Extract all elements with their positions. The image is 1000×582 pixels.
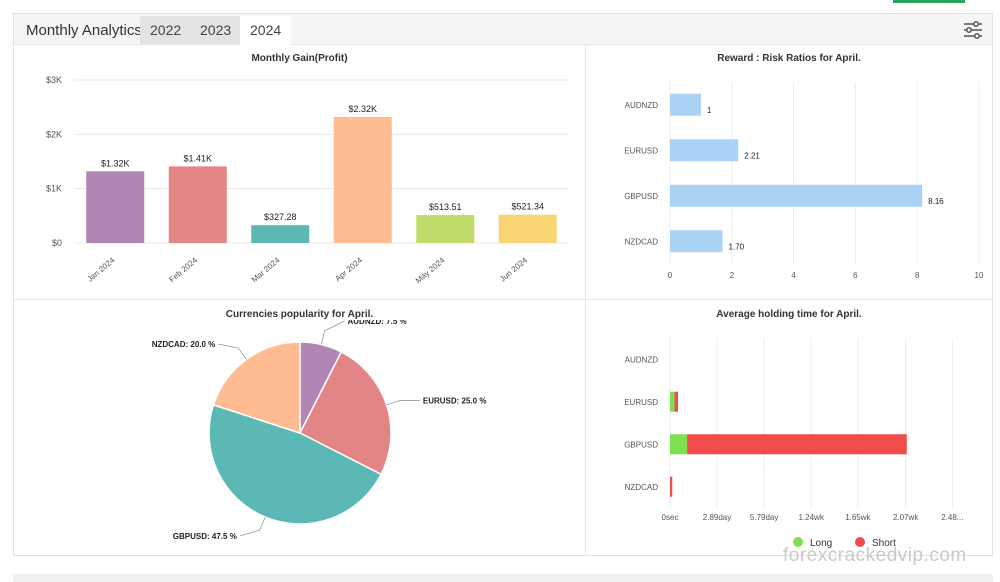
x-tick-label: 2: [730, 271, 735, 280]
bar-data-label: $513.51: [429, 202, 462, 212]
x-tick-label: May 2024: [414, 255, 447, 285]
stacked-bar-segment: [687, 434, 907, 455]
bar: [670, 93, 701, 116]
monthly-gain-title: Monthly Gain(Profit): [251, 53, 348, 64]
bar: [670, 184, 923, 207]
pie-slice: [212, 341, 301, 435]
reward-risk-title: Reward : Risk Ratios for April.: [717, 53, 861, 64]
panel-title: Monthly Analytics: [26, 22, 142, 39]
x-tick-label: 4: [791, 271, 796, 280]
bar: [168, 166, 227, 243]
y-tick-label: GBPUSD: [624, 192, 658, 201]
tab-2022[interactable]: 2022: [140, 16, 192, 45]
bar-data-label: 2.21: [744, 151, 760, 160]
pie-slice-label: AUDNZD: 7.5 %: [348, 320, 407, 326]
x-tick-label: Mar 2024: [250, 255, 282, 284]
x-tick-label: 6: [853, 271, 858, 280]
x-tick-label: 8: [915, 271, 920, 280]
stacked-bar-segment: [670, 476, 673, 497]
stacked-bar-segment: [674, 391, 678, 412]
legend-marker: [793, 537, 803, 547]
y-tick-label: AUDNZD: [625, 355, 659, 364]
bar-data-label: $2.32K: [348, 104, 377, 114]
x-tick-label: 1.65wk: [845, 513, 871, 522]
y-tick-label: EURUSD: [624, 398, 658, 407]
currency-popularity-title: Currencies popularity for April.: [225, 309, 374, 320]
x-tick-label: Jun 2024: [498, 255, 529, 283]
x-tick-label: 5.79day: [750, 513, 778, 522]
bar: [670, 139, 739, 162]
legend-marker: [855, 537, 865, 547]
legend-label: Short: [872, 538, 896, 549]
bottom-strip: [13, 574, 993, 582]
pie-slice: [208, 403, 383, 525]
x-tick-label: 10: [975, 271, 984, 280]
y-tick-label: NZDCAD: [625, 237, 659, 246]
tabs-bar: Monthly Analytics 2022 2023 2024: [14, 14, 992, 45]
pie-slice-label: GBPUSD: 47.5 %: [173, 532, 237, 541]
y-tick-label: $0: [52, 238, 62, 248]
bar: [498, 214, 557, 243]
currency-popularity-chart: AUDNZD: 7.5 % EURUSD: 25.0 % GBPUSD: 47.5 …: [152, 320, 487, 541]
pie-leader-line: [386, 400, 420, 406]
bar-data-label: $521.34: [511, 202, 544, 212]
x-tick-label: 0: [668, 271, 673, 280]
bar: [416, 215, 475, 243]
y-tick-label: NZDCAD: [625, 483, 659, 492]
vertical-divider: [585, 45, 586, 556]
sliders-icon[interactable]: [962, 19, 984, 41]
bar-data-label: 1.70: [729, 242, 745, 251]
analytics-panel: Monthly Analytics 2022 2023 2024 Monthly…: [13, 13, 993, 556]
bar: [251, 225, 310, 243]
pie-leader-line: [218, 343, 247, 360]
x-tick-label: 0sec: [662, 513, 679, 522]
holding-time-chart: 0sec 2.89day 5.79day 1.24wk 1.65wk 2.07wk 2.48…: [624, 338, 963, 549]
y-tick-label: EURUSD: [624, 146, 658, 155]
bar-data-label: 8.16: [928, 197, 944, 206]
bar-data-label: $327.28: [264, 212, 297, 222]
y-tick-label: $3K: [46, 75, 62, 85]
pie-leader-line: [320, 320, 345, 345]
y-tick-label: $1K: [46, 184, 62, 194]
bar: [86, 171, 145, 243]
pie-slice-label: NZDCAD: 20.0 %: [152, 340, 216, 349]
stacked-bar-segment: [670, 434, 688, 455]
bar: [333, 116, 392, 243]
bar-data-label: $1.41K: [183, 153, 212, 163]
legend-label: Long: [810, 538, 832, 549]
x-tick-label: Apr 2024: [333, 255, 364, 283]
x-tick-label: 1.24wk: [798, 513, 824, 522]
bar: [670, 230, 723, 253]
x-tick-label: 2.48...: [941, 513, 963, 522]
x-tick-label: 2.07wk: [893, 513, 919, 522]
x-tick-label: 2.89day: [703, 513, 731, 522]
x-tick-label: Feb 2024: [167, 255, 199, 284]
x-tick-label: Jan 2024: [86, 255, 117, 283]
monthly-gain-chart: $0 $1K $2K $3K $1.32K Jan 2024 $1.41K Feb 2024 $…: [46, 75, 569, 285]
pie-leader-line: [239, 516, 266, 537]
horizontal-divider: [14, 299, 992, 300]
y-tick-label: AUDNZD: [625, 101, 659, 110]
y-tick-label: $2K: [46, 129, 62, 139]
y-tick-label: GBPUSD: [624, 440, 658, 449]
watermark-text: forexcrackedvip.com: [783, 545, 967, 566]
holding-time-title: Average holding time for April.: [716, 309, 862, 320]
top-accent-bar: [893, 0, 965, 3]
bar-data-label: $1.32K: [101, 158, 130, 168]
stacked-bar-segment: [670, 391, 675, 412]
tab-2024[interactable]: 2024: [240, 16, 292, 45]
tab-2023[interactable]: 2023: [190, 16, 242, 45]
pie-slice-label: EURUSD: 25.0 %: [423, 397, 487, 406]
reward-risk-chart: 0 2 4 6 8 10 AUDNZD 1 EURUSD 2.21 GBPUSD 8.16 NZDCAD…: [624, 82, 984, 280]
bar-data-label: 1: [707, 106, 712, 115]
